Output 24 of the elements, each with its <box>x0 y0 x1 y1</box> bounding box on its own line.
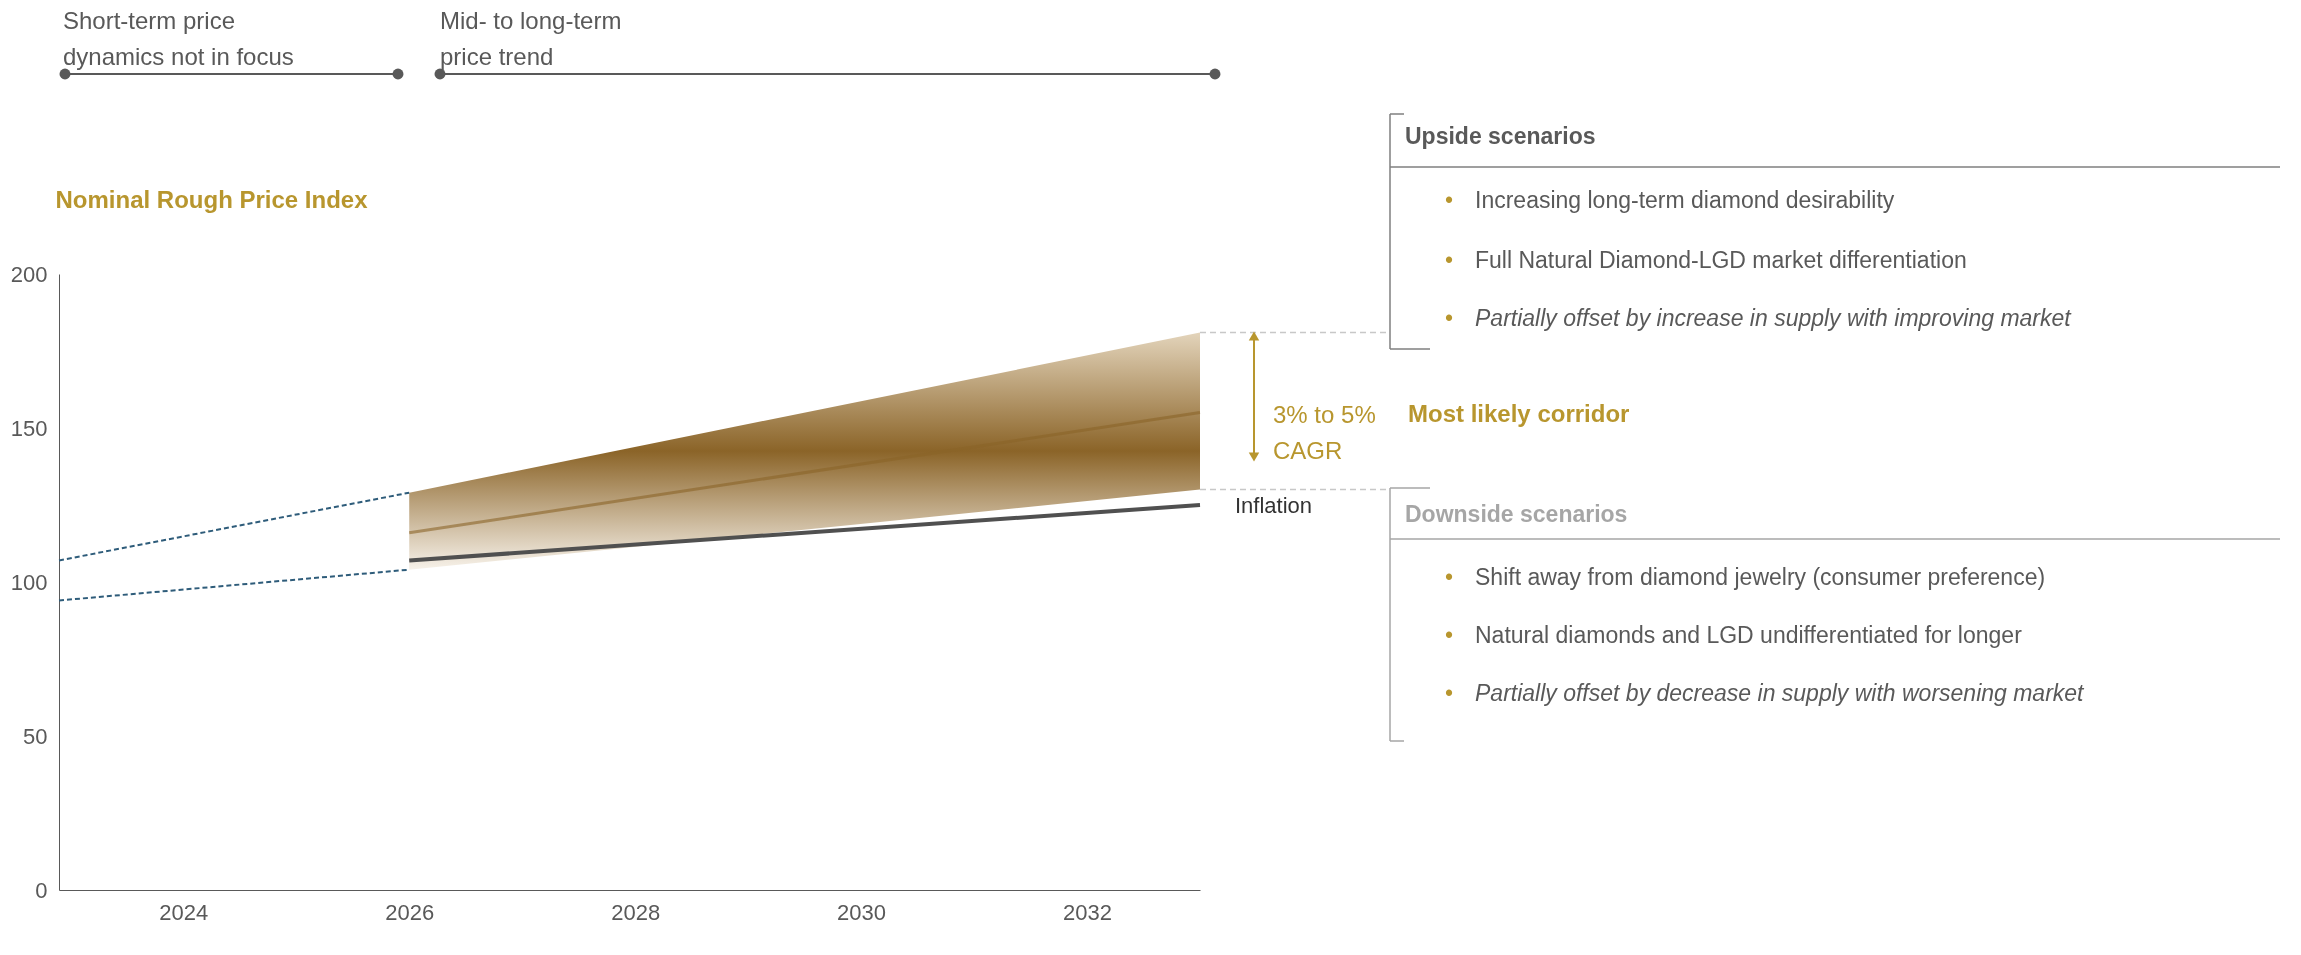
text: • Partially offset by decrease in supply with worsening market <box>1445 680 2086 706</box>
text: • Increasing long-term diamond desirability <box>1445 187 1895 213</box>
text: Downside scenarios <box>1405 501 1628 527</box>
y-tick-label: 0 <box>35 877 48 903</box>
text: • Shift away from diamond jewelry (consumer preference) <box>1445 564 2046 590</box>
text: Mid- to long-term price trend <box>440 7 622 70</box>
x-tick-label: 2026 <box>385 899 435 925</box>
text: Upside scenarios <box>1405 123 1596 149</box>
x-tick-label: 2032 <box>1063 899 1113 925</box>
text: 3% to 5% CAGR <box>1273 401 1376 464</box>
y-tick-label: 150 <box>10 415 48 441</box>
x-tick-label: 2030 <box>837 899 887 925</box>
text: Most likely corridor <box>1408 400 1630 427</box>
series-label: Inflation <box>1235 493 1313 518</box>
y-axis-title: Nominal Rough Price Index <box>55 185 369 213</box>
y-tick-label: 100 <box>10 569 48 595</box>
x-tick-label: 2024 <box>159 899 209 925</box>
text: • Partially offset by increase in supply with improving market <box>1445 305 2073 331</box>
y-tick-label: 50 <box>23 723 48 749</box>
y-tick-label: 200 <box>10 261 48 287</box>
text: • Natural diamonds and LGD undifferentiated for longer <box>1445 622 2023 648</box>
x-tick-label: 2028 <box>611 899 661 925</box>
text: • Full Natural Diamond-LGD market differentiation <box>1445 247 1967 273</box>
text: Short-term price dynamics not in focus <box>63 7 294 70</box>
